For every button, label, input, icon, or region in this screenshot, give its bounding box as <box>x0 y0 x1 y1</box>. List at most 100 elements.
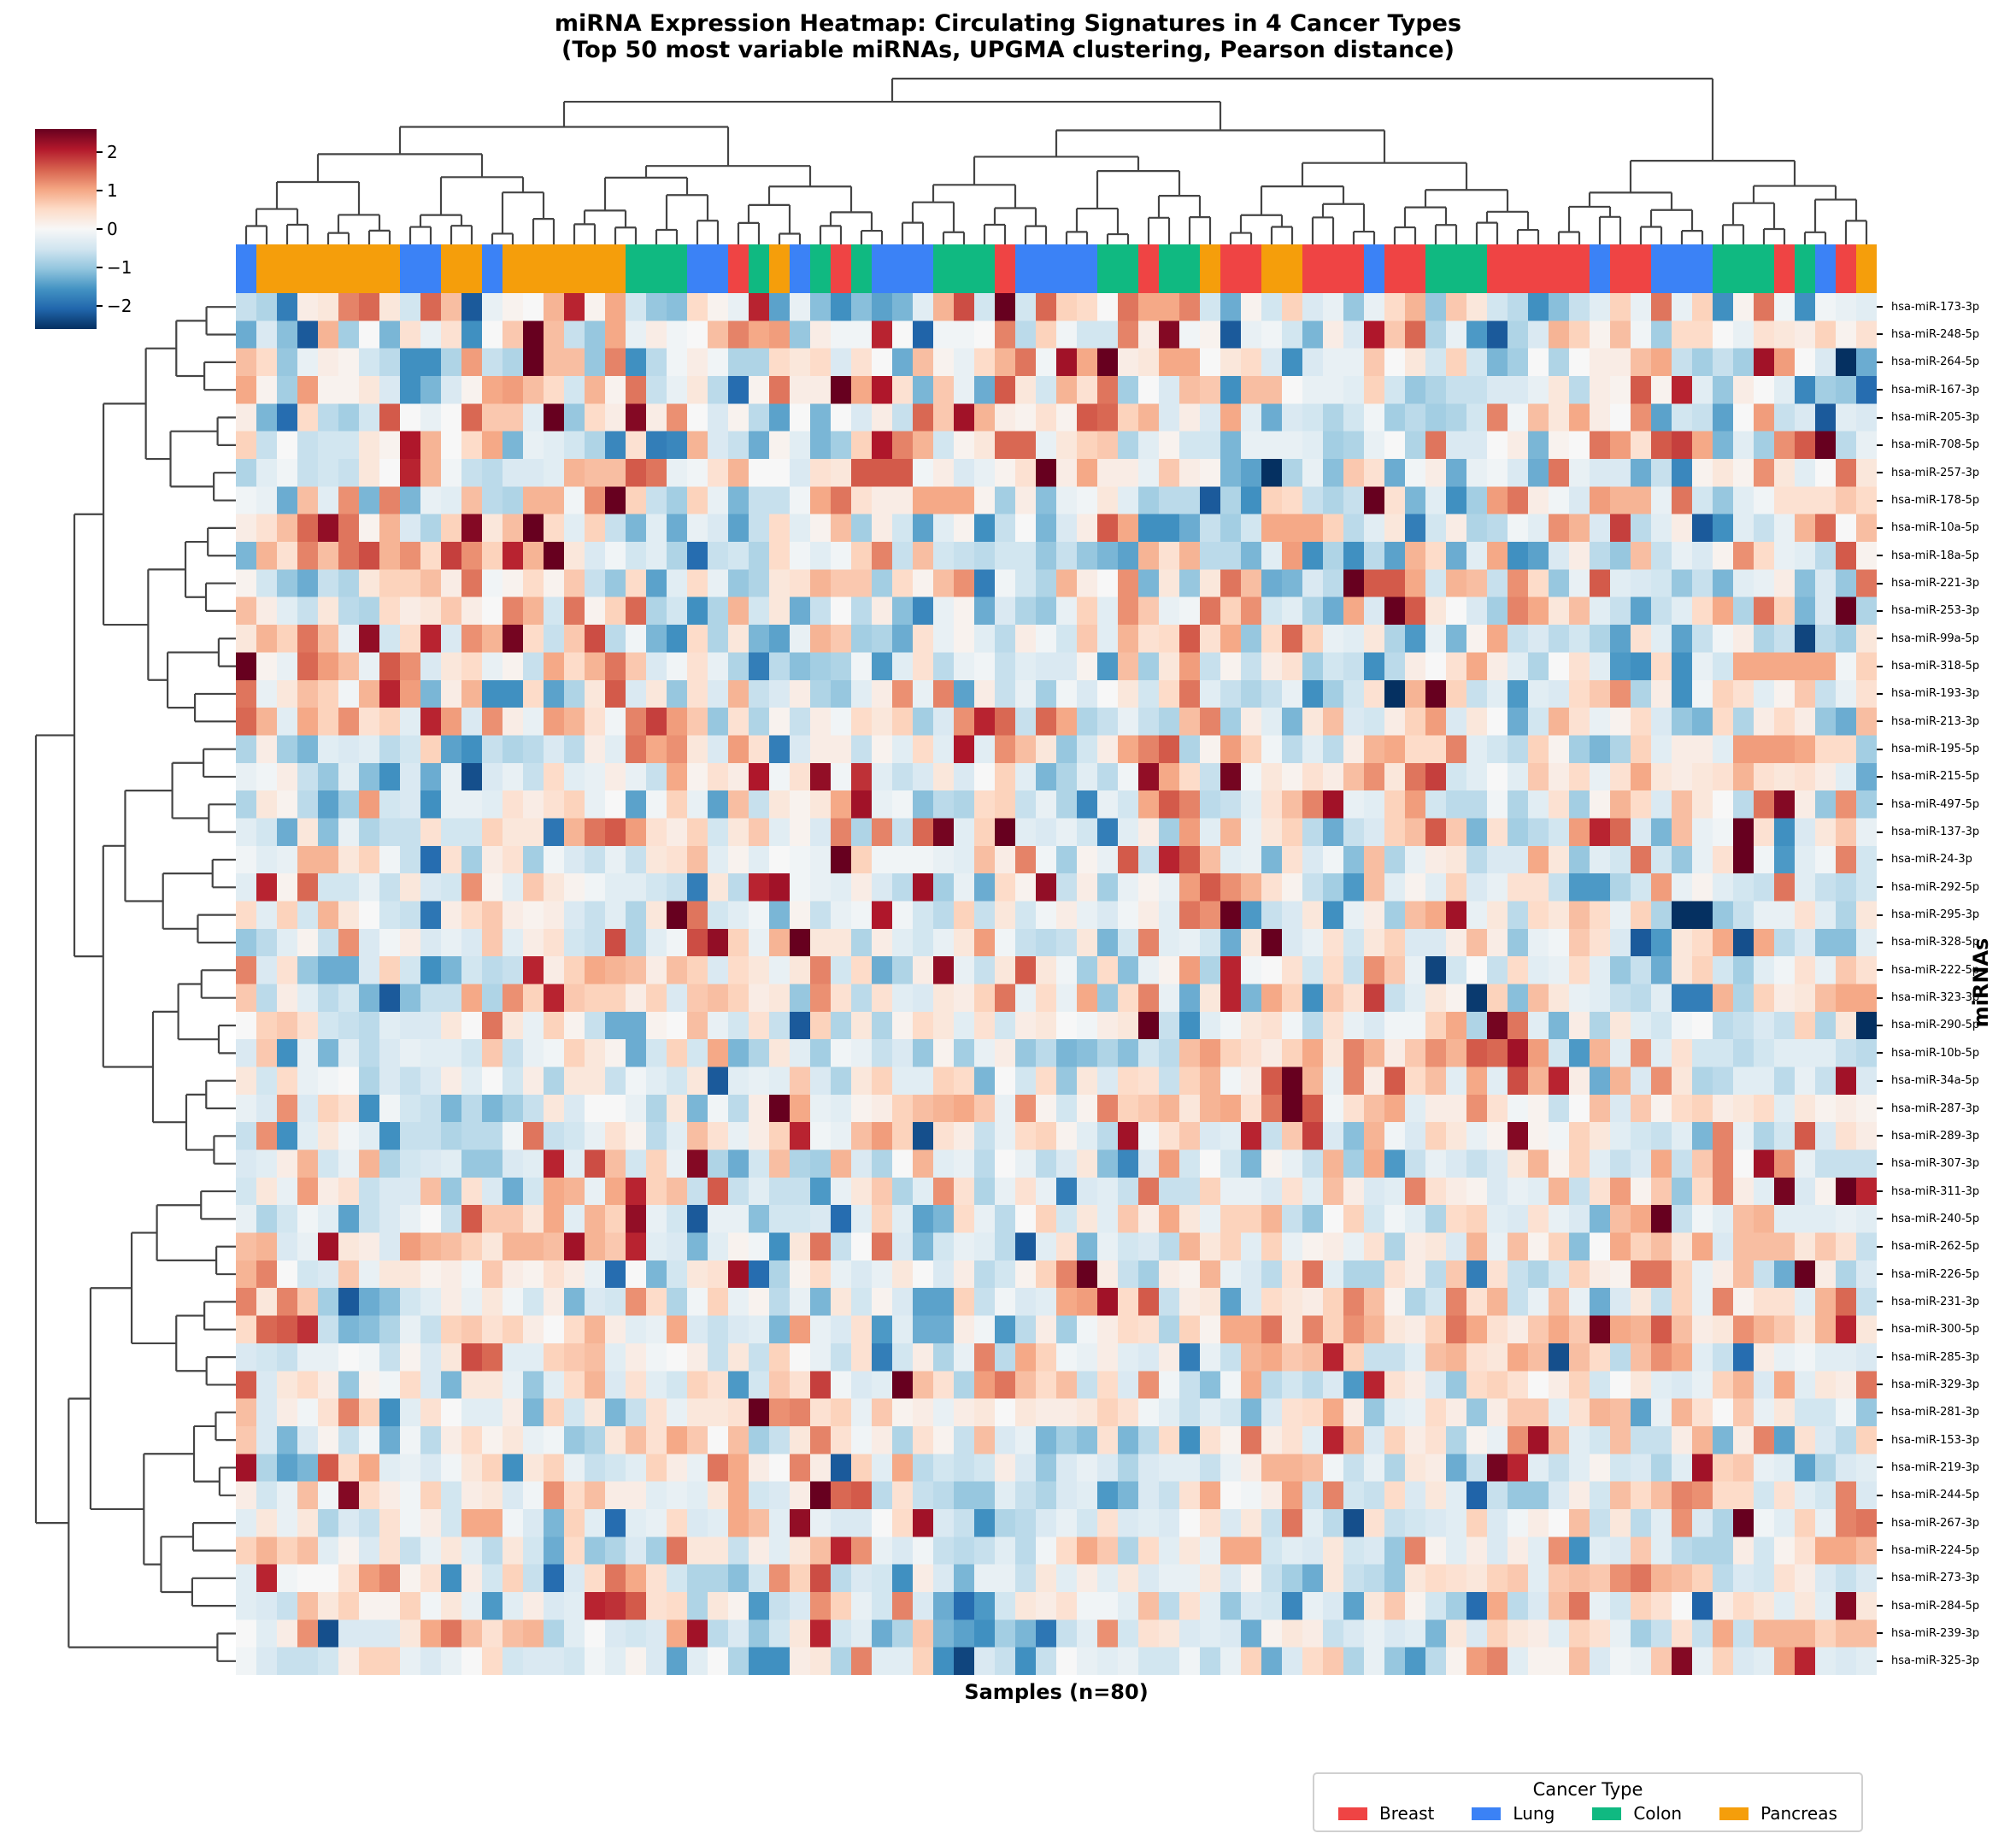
sample-group-cell <box>810 244 831 293</box>
row-label: hsa-miR-215-5p <box>1877 763 1979 790</box>
row-label: hsa-miR-167-3p <box>1877 376 1979 403</box>
row-label: hsa-miR-325-3p <box>1877 1648 1979 1675</box>
column-dendrogram <box>244 77 1868 244</box>
sample-group-cell <box>1036 244 1056 293</box>
row-label: hsa-miR-300-5p <box>1877 1316 1979 1343</box>
sample-group-cell <box>1836 244 1856 293</box>
sample-group-cell <box>1713 244 1733 293</box>
row-label: hsa-miR-311-3p <box>1877 1178 1979 1205</box>
sample-group-cell <box>482 244 503 293</box>
chart-title: miRNA Expression Heatmap: Circulating Si… <box>0 10 2016 63</box>
row-label: hsa-miR-292-5p <box>1877 873 1979 901</box>
sample-group-cell <box>1159 244 1179 293</box>
legend-item: Pancreas <box>1719 1803 1837 1824</box>
row-label: hsa-miR-267-3p <box>1877 1509 1979 1537</box>
sample-group-cell <box>1179 244 1200 293</box>
sample-group-cell <box>1138 244 1159 293</box>
row-label: hsa-miR-257-3p <box>1877 459 1979 486</box>
row-label: hsa-miR-497-5p <box>1877 790 1979 818</box>
sample-group-cell <box>646 244 667 293</box>
colorbar-tick <box>97 305 103 307</box>
sample-group-cell <box>687 244 708 293</box>
row-label: hsa-miR-318-5p <box>1877 652 1979 679</box>
sample-group-cell <box>503 244 523 293</box>
row-label: hsa-miR-226-5p <box>1877 1260 1979 1288</box>
colorbar-tick-label: 0 <box>107 219 118 239</box>
colorbar-tick-label: 2 <box>107 142 118 162</box>
sample-group-cell <box>1815 244 1836 293</box>
sample-group-cell <box>1200 244 1220 293</box>
colorbar-tick <box>97 228 103 230</box>
sample-group-cell <box>933 244 954 293</box>
colorbar <box>35 129 97 329</box>
sample-group-cell <box>1302 244 1323 293</box>
row-label: hsa-miR-99a-5p <box>1877 625 1979 652</box>
legend-item: Lung <box>1472 1803 1555 1824</box>
row-label: hsa-miR-24-3p <box>1877 846 1972 873</box>
sample-group-cell <box>1097 244 1118 293</box>
row-label: hsa-miR-219-3p <box>1877 1454 1979 1481</box>
row-label: hsa-miR-290-5p <box>1877 1012 1979 1039</box>
legend-items: Breast Lung Colon Pancreas <box>1314 1803 1861 1824</box>
legend-swatch <box>1592 1807 1622 1820</box>
sample-group-cell <box>1651 244 1672 293</box>
sample-group-cell <box>831 244 851 293</box>
sample-group-cell <box>749 244 769 293</box>
sample-group-cell <box>892 244 913 293</box>
row-label: hsa-miR-221-3p <box>1877 569 1979 596</box>
sample-group-colorbar <box>236 244 1877 293</box>
chart-subtitle: (Top 50 most variable miRNAs, UPGMA clus… <box>561 37 1455 63</box>
legend-swatch <box>1472 1807 1502 1820</box>
sample-group-cell <box>626 244 646 293</box>
row-label: hsa-miR-295-3p <box>1877 901 1979 928</box>
sample-group-cell <box>1220 244 1241 293</box>
colorbar-tick <box>97 151 103 153</box>
sample-group-cell <box>564 244 585 293</box>
sample-group-cell <box>790 244 810 293</box>
row-label: hsa-miR-153-3p <box>1877 1426 1979 1454</box>
sample-group-cell <box>297 244 318 293</box>
sample-group-cell <box>1015 244 1036 293</box>
row-label: hsa-miR-34a-5p <box>1877 1067 1979 1095</box>
legend-swatch <box>1719 1807 1749 1820</box>
row-label: hsa-miR-253-3p <box>1877 597 1979 625</box>
sample-group-cell <box>338 244 359 293</box>
sample-group-cell <box>420 244 441 293</box>
sample-group-cell <box>544 244 564 293</box>
legend: Cancer Type Breast Lung Colon Pancreas <box>1313 1772 1863 1832</box>
row-label: hsa-miR-287-3p <box>1877 1095 1979 1122</box>
row-label: hsa-miR-240-5p <box>1877 1205 1979 1232</box>
row-label: hsa-miR-193-3p <box>1877 680 1979 708</box>
sample-group-cell <box>995 244 1015 293</box>
sample-group-cell <box>1569 244 1590 293</box>
row-label: hsa-miR-323-3p <box>1877 984 1979 1012</box>
sample-group-cell <box>954 244 974 293</box>
y-axis-label: miRNAs <box>1969 937 1993 1028</box>
sample-group-cell <box>708 244 728 293</box>
colorbar-tick-label: 1 <box>107 180 118 201</box>
sample-group-cell <box>728 244 749 293</box>
sample-group-cell <box>1118 244 1138 293</box>
row-label: hsa-miR-178-5p <box>1877 486 1979 514</box>
sample-group-cell <box>1856 244 1877 293</box>
sample-group-cell <box>1446 244 1466 293</box>
sample-group-cell <box>1425 244 1446 293</box>
row-label: hsa-miR-231-3p <box>1877 1288 1979 1315</box>
sample-group-cell <box>1323 244 1343 293</box>
legend-title: Cancer Type <box>1532 1779 1643 1800</box>
row-label: hsa-miR-281-3p <box>1877 1399 1979 1426</box>
chart-title-line1: miRNA Expression Heatmap: Circulating Si… <box>554 10 1462 37</box>
sample-group-cell <box>913 244 933 293</box>
row-dendrogram <box>34 306 236 1662</box>
sample-group-cell <box>1466 244 1487 293</box>
sample-group-cell <box>1241 244 1261 293</box>
sample-group-cell <box>1364 244 1384 293</box>
sample-group-cell <box>1774 244 1795 293</box>
sample-group-cell <box>1384 244 1405 293</box>
row-label: hsa-miR-289-3p <box>1877 1122 1979 1149</box>
row-label: hsa-miR-708-5p <box>1877 432 1979 459</box>
row-label: hsa-miR-10a-5p <box>1877 514 1979 542</box>
row-label: hsa-miR-284-5p <box>1877 1592 1979 1619</box>
row-label: hsa-miR-273-3p <box>1877 1565 1979 1592</box>
sample-group-cell <box>256 244 277 293</box>
